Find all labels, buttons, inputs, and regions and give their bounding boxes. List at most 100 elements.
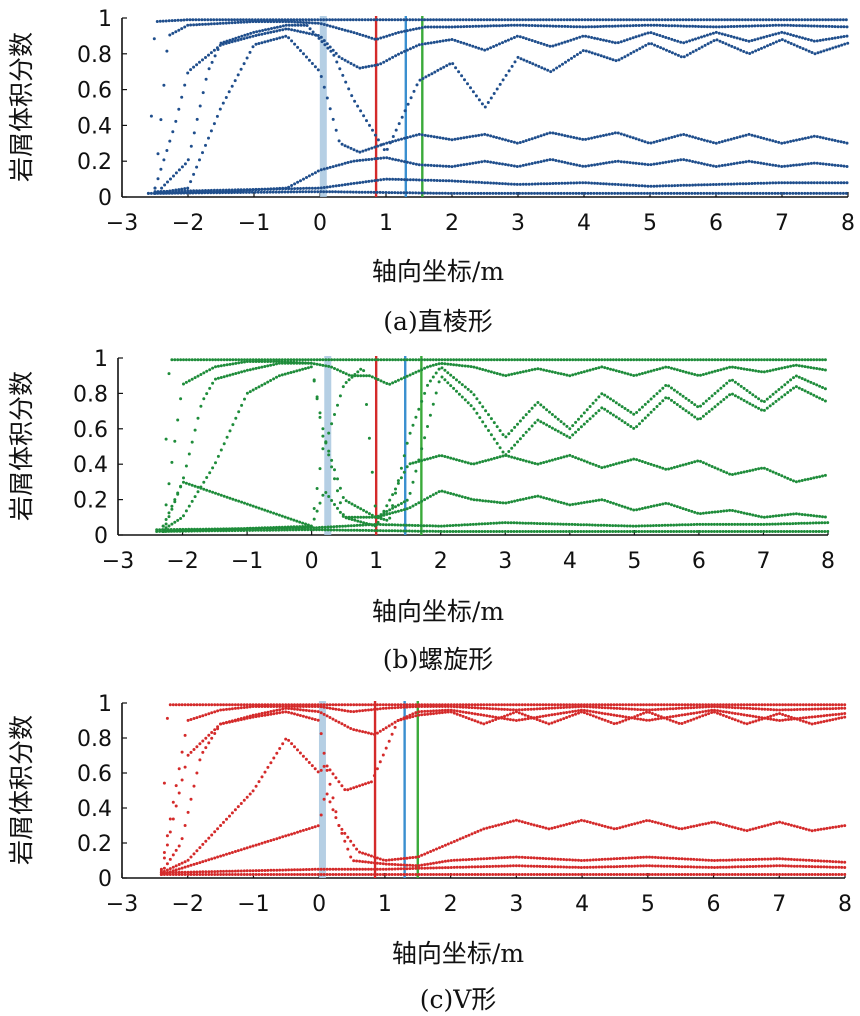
data-point <box>783 475 787 479</box>
data-point <box>473 712 477 716</box>
data-point <box>536 418 540 422</box>
data-point <box>391 493 395 497</box>
data-point <box>520 712 524 716</box>
data-point <box>640 507 644 510</box>
data-point <box>823 473 827 477</box>
data-point <box>640 524 644 528</box>
data-point <box>469 390 473 394</box>
data-point <box>548 425 551 428</box>
data-point <box>705 183 709 187</box>
data-point <box>755 191 759 195</box>
data-point <box>659 707 663 711</box>
data-point <box>604 161 608 165</box>
data-point <box>198 158 201 162</box>
data-point <box>620 405 624 409</box>
data-point <box>495 181 498 185</box>
data-point <box>373 37 377 41</box>
data-point <box>405 465 409 469</box>
data-point <box>257 42 261 45</box>
data-point <box>625 524 629 528</box>
data-point <box>494 715 498 719</box>
x-tick-label: 0 <box>312 892 326 917</box>
data-point <box>658 34 662 37</box>
data-point <box>622 160 626 164</box>
data-point <box>201 91 205 95</box>
data-point <box>723 25 727 29</box>
data-point <box>432 164 436 168</box>
data-point <box>750 522 754 526</box>
data-point <box>760 370 763 374</box>
data-point <box>302 21 305 24</box>
data-point <box>584 164 588 168</box>
data-point <box>173 19 177 22</box>
data-point <box>652 162 656 166</box>
data-point <box>571 424 575 428</box>
data-point <box>807 721 811 725</box>
data-point <box>506 23 510 27</box>
data-point <box>507 500 511 504</box>
data-point <box>681 369 685 373</box>
data-point <box>750 39 754 42</box>
data-point <box>479 828 483 832</box>
data-point <box>362 515 366 519</box>
data-point <box>826 521 830 525</box>
data-point <box>670 184 674 188</box>
data-point <box>337 703 341 707</box>
data-point <box>483 132 487 136</box>
data-point <box>557 181 561 185</box>
data-point <box>567 530 571 533</box>
data-point <box>210 731 214 734</box>
data-point <box>646 184 650 188</box>
data-point <box>771 530 774 533</box>
data-point <box>766 717 770 721</box>
data-point <box>720 25 724 29</box>
data-point <box>484 409 488 413</box>
data-point <box>745 368 749 371</box>
data-point <box>233 191 236 194</box>
data-point <box>671 707 675 711</box>
data-point <box>394 54 398 58</box>
data-point <box>240 358 244 362</box>
data-point <box>802 521 806 525</box>
data-point <box>768 469 772 473</box>
data-point <box>411 504 415 508</box>
data-point <box>375 767 379 771</box>
data-point <box>498 136 501 140</box>
data-point <box>681 463 685 467</box>
data-point <box>492 358 496 362</box>
data-point <box>513 425 517 429</box>
data-point <box>551 24 555 28</box>
data-point <box>667 467 671 471</box>
data-point <box>287 27 291 31</box>
data-point <box>475 498 479 502</box>
data-point <box>819 720 823 724</box>
data-point <box>190 358 194 362</box>
data-point <box>486 101 490 104</box>
data-point <box>512 23 516 27</box>
data-point <box>632 50 636 54</box>
data-point <box>670 135 674 139</box>
data-point <box>667 502 671 506</box>
data-point <box>331 190 334 194</box>
data-point <box>378 18 382 22</box>
data-point <box>492 161 496 165</box>
data-point <box>597 465 601 468</box>
data-point <box>754 49 758 53</box>
data-point <box>322 703 326 707</box>
data-point <box>177 168 181 172</box>
data-point <box>594 367 598 370</box>
data-series <box>153 177 849 194</box>
data-point <box>351 190 355 194</box>
data-point <box>811 521 815 525</box>
data-point <box>731 392 734 396</box>
data-point <box>475 397 479 401</box>
data-point <box>527 530 530 533</box>
data-point <box>457 392 461 396</box>
data-point <box>687 411 691 415</box>
data-point <box>384 858 388 862</box>
data-point <box>381 703 385 707</box>
data-point <box>591 499 595 503</box>
data-point <box>836 164 840 167</box>
data-point <box>372 190 376 194</box>
data-point <box>234 361 238 365</box>
